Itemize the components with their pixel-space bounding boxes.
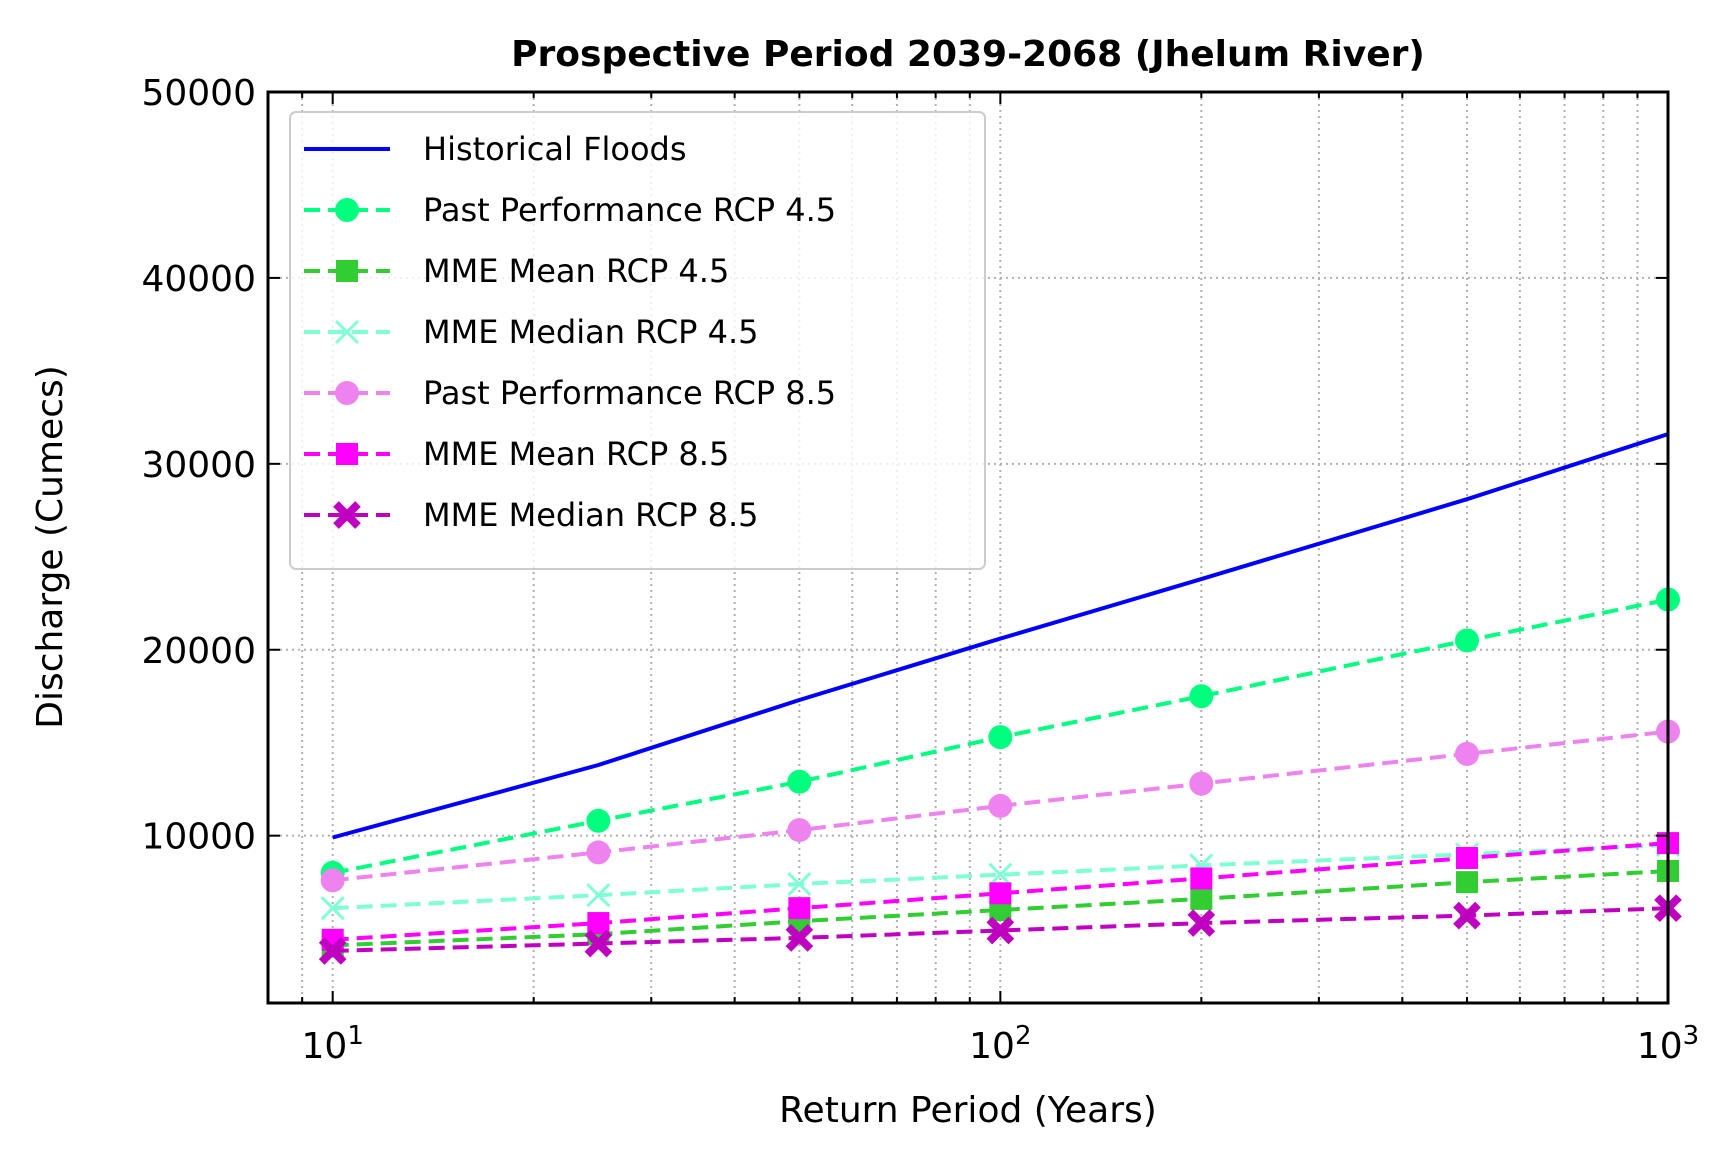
data-point [334,319,360,345]
data-point [336,260,358,282]
data-point [1453,901,1481,930]
legend-item: Historical Floods [304,130,687,168]
x-tick-label: 101 [302,1021,364,1067]
data-point [787,818,812,843]
data-point [1189,771,1214,796]
x-tick-label: 102 [969,1021,1031,1067]
data-point [336,443,358,465]
chart-title: Prospective Period 2039-2068 (Jhelum Riv… [511,34,1425,75]
data-point [1187,909,1216,937]
legend-item: MME Median RCP 4.5 [304,313,759,351]
y-tick-label: 50000 [141,73,256,114]
data-point [986,916,1015,945]
legend-label: MME Mean RCP 8.5 [423,435,729,473]
data-point [1190,867,1213,890]
y-tick-label: 20000 [141,631,256,672]
legend-label: Historical Floods [423,130,687,168]
legend: Historical Floods Past Performance RCP 4.… [289,111,986,570]
series-line [332,432,1669,840]
y-tick-label: 10000 [141,817,256,858]
data-point [989,882,1012,905]
data-point [989,899,1012,922]
y-axis-label: Discharge (Cumecs) [30,365,71,729]
legend-box [289,111,986,570]
legend-label: MME Median RCP 4.5 [423,313,759,351]
legend-label: MME Median RCP 8.5 [423,496,759,534]
data-point [333,501,361,529]
y-tick-label: 30000 [141,445,256,486]
data-point [788,897,811,920]
data-point [586,840,611,865]
plot-frame [266,90,1670,1005]
data-point [1455,741,1480,766]
legend-item: Past Performance RCP 8.5 [304,374,836,412]
series-past-performance-rcp-8-5 [320,719,1680,893]
data-point [1190,887,1213,910]
legend-label: Past Performance RCP 4.5 [423,191,836,229]
series-mme-median-rcp-8-5 [318,894,1682,965]
series-historical-floods [332,432,1669,840]
legend-item: Past Performance RCP 4.5 [304,191,836,229]
data-point [318,937,347,965]
data-point [1456,846,1479,869]
data-point [335,198,359,222]
data-point [584,929,613,958]
ticks: 10000 20000 30000 40000 50000 101 102 103 [141,73,1699,1067]
data-point [785,924,814,952]
data-point [587,912,610,935]
data-point [787,871,812,897]
legend-item: MME Mean RCP 4.5 [304,252,729,290]
data-point [320,868,345,893]
data-point [988,725,1013,750]
legend-item: MME Mean RCP 8.5 [304,435,729,473]
legend-label: Past Performance RCP 8.5 [423,374,836,412]
data-point [1455,628,1480,653]
x-axis-label: Return Period (Years) [779,1090,1157,1131]
y-tick-label: 40000 [141,259,256,300]
data-point [1456,871,1479,894]
data-point [988,862,1013,887]
data-point [1189,684,1214,709]
legend-item: MME Median RCP 8.5 [304,496,759,534]
data-point [586,883,611,908]
series-layer [318,432,1682,965]
data-point [988,793,1013,818]
data-point [335,381,359,405]
data-point [320,896,345,921]
legend-label: MME Mean RCP 4.5 [423,252,729,290]
data-point [586,808,611,833]
x-tick-label: 103 [1637,1021,1699,1067]
data-point [787,769,812,794]
